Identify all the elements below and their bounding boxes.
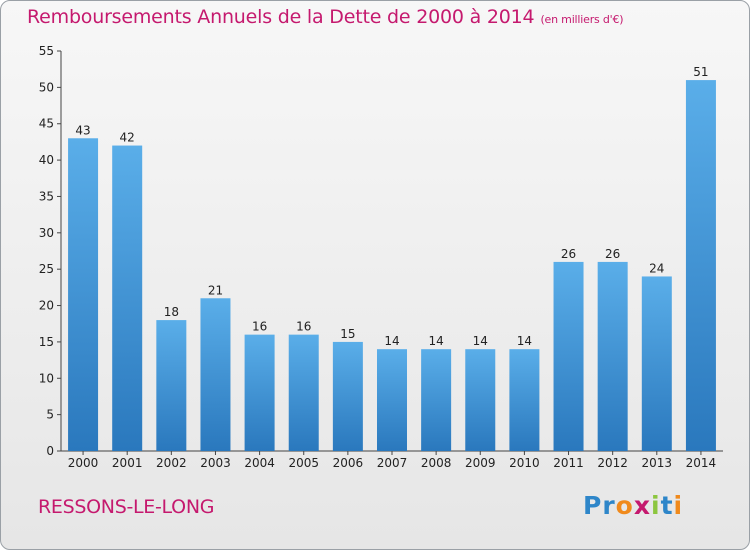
bar <box>244 334 275 451</box>
x-tick-label: 2002 <box>156 456 187 470</box>
bar <box>377 349 407 451</box>
y-tick-label: 30 <box>39 226 54 240</box>
x-tick-label: 2014 <box>686 456 717 470</box>
data-label: 24 <box>649 261 664 275</box>
y-tick-label: 35 <box>39 189 54 203</box>
x-tick-label: 2013 <box>642 456 673 470</box>
y-tick-label: 15 <box>39 335 54 349</box>
x-tick-label: 2010 <box>509 456 540 470</box>
x-tick-label: 2012 <box>597 456 628 470</box>
data-label: 14 <box>428 334 443 348</box>
logo-letter: r <box>602 491 616 520</box>
y-tick-label: 25 <box>39 262 54 276</box>
proxiti-logo[interactable]: Proxiti <box>583 491 683 520</box>
data-label: 15 <box>340 327 355 341</box>
bar <box>509 349 540 451</box>
data-label: 42 <box>120 131 135 145</box>
chart-title: Remboursements Annuels de la Dette de 20… <box>27 6 624 28</box>
bar <box>332 341 363 451</box>
x-tick-label: 2001 <box>112 456 143 470</box>
bar <box>553 261 584 451</box>
data-label: 43 <box>75 123 90 137</box>
x-tick-label: 2000 <box>68 456 99 470</box>
logo-letter: i <box>651 491 661 520</box>
data-label: 51 <box>693 65 708 79</box>
x-tick-label: 2009 <box>465 456 496 470</box>
data-label: 21 <box>208 283 223 297</box>
logo-letter: t <box>660 491 674 520</box>
data-label: 26 <box>605 247 620 261</box>
y-tick-label: 5 <box>46 408 54 422</box>
x-tick-label: 2003 <box>200 456 231 470</box>
data-label: 14 <box>517 334 532 348</box>
data-label: 16 <box>296 320 311 334</box>
bar <box>156 320 187 451</box>
y-tick-label: 50 <box>39 80 54 94</box>
y-tick-label: 45 <box>39 117 54 131</box>
data-label: 14 <box>384 334 399 348</box>
x-tick-label: 2005 <box>288 456 319 470</box>
x-tick-label: 2004 <box>244 456 275 470</box>
x-tick-label: 2007 <box>377 456 408 470</box>
logo-letter: i <box>673 491 684 520</box>
bar <box>68 138 99 452</box>
commune-name: RESSONS-LE-LONG <box>38 496 215 518</box>
y-tick-label: 10 <box>39 371 54 385</box>
bar <box>200 298 231 451</box>
x-tick-label: 2006 <box>333 456 364 470</box>
logo-letter: P <box>583 491 603 520</box>
x-tick-label: 2008 <box>421 456 452 470</box>
bar <box>421 349 452 451</box>
y-tick-label: 20 <box>39 299 54 313</box>
chart-unit: (en milliers d'€) <box>540 13 624 26</box>
bar <box>597 261 628 451</box>
bar <box>685 80 716 451</box>
y-tick-label: 40 <box>39 153 54 167</box>
x-tick-label: 2011 <box>553 456 584 470</box>
bar <box>288 334 319 451</box>
y-tick-label: 55 <box>39 44 54 58</box>
logo-letter: o <box>615 491 634 520</box>
data-label: 14 <box>473 334 488 348</box>
bar <box>641 276 672 451</box>
data-label: 18 <box>164 305 179 319</box>
bar <box>112 145 143 451</box>
data-label: 26 <box>561 247 576 261</box>
y-tick-label: 0 <box>46 444 54 458</box>
chart-title-text: Remboursements Annuels de la Dette de 20… <box>27 6 535 28</box>
bar <box>465 349 496 451</box>
logo-letter: x <box>633 491 651 520</box>
data-label: 16 <box>252 320 267 334</box>
